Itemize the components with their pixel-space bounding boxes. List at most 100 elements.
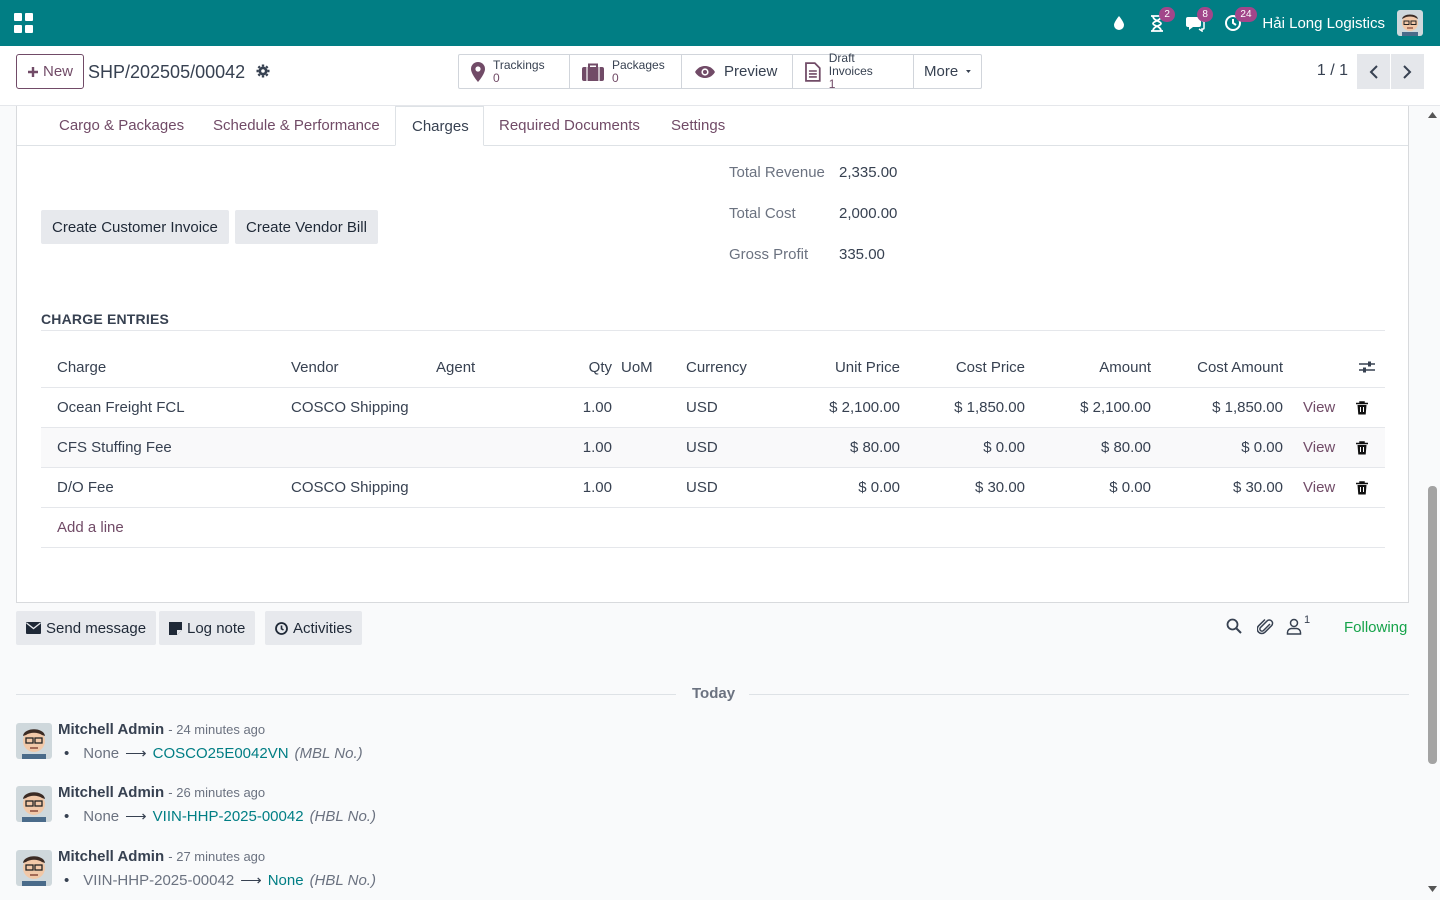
- cell-qty[interactable]: 1.00: [582, 479, 612, 496]
- cell-vendor[interactable]: COSCO Shipping: [291, 399, 409, 416]
- trackings-smart-button[interactable]: Trackings 0: [459, 55, 570, 88]
- followers-icon[interactable]: [1286, 618, 1302, 639]
- cell-amount[interactable]: $ 0.00: [1109, 479, 1151, 496]
- col-cost-amount[interactable]: Cost Amount: [1197, 358, 1283, 376]
- cell-unit-price[interactable]: $ 2,100.00: [829, 399, 900, 416]
- field-name: (HBL No.): [309, 807, 376, 825]
- company-switcher[interactable]: Hải Long Logistics: [1262, 14, 1385, 32]
- new-button[interactable]: New: [16, 54, 85, 89]
- caret-down-icon: [966, 69, 971, 74]
- apps-menu-icon[interactable]: [14, 13, 34, 33]
- draft-invoices-label: Draft Invoices: [828, 51, 873, 78]
- pager-value[interactable]: 1 / 1: [1316, 62, 1348, 79]
- author-name[interactable]: Mitchell Admin: [58, 721, 165, 738]
- packages-count: 0: [612, 70, 619, 85]
- pager-next-button[interactable]: [1391, 54, 1424, 89]
- table-row[interactable]: D/O Fee COSCO Shipping 1.00 USD $ 0.00 $…: [41, 468, 1385, 508]
- paperclip-icon[interactable]: [1256, 618, 1275, 640]
- add-line-link[interactable]: Add a line: [57, 519, 124, 536]
- cell-cost-price[interactable]: $ 0.00: [983, 439, 1025, 456]
- user-avatar[interactable]: [1397, 10, 1423, 36]
- trash-icon[interactable]: [1356, 468, 1368, 507]
- avatar[interactable]: [16, 850, 52, 886]
- clock-icon[interactable]: 24: [1218, 0, 1257, 46]
- tab-cargo-packages[interactable]: Cargo & Packages: [59, 117, 185, 134]
- cell-charge[interactable]: CFS Stuffing Fee: [57, 439, 172, 456]
- total-revenue-value: 2,335.00: [839, 164, 898, 181]
- following-button[interactable]: Following: [1344, 619, 1408, 636]
- table-row[interactable]: CFS Stuffing Fee 1.00 USD $ 80.00 $ 0.00…: [41, 428, 1385, 468]
- scrollbar-thumb[interactable]: [1428, 486, 1437, 764]
- message-author: Mitchell Admin - 24 minutes ago: [58, 721, 265, 738]
- log-note-button[interactable]: Log note: [159, 611, 256, 645]
- cell-cost-price[interactable]: $ 1,850.00: [954, 399, 1025, 416]
- col-currency[interactable]: Currency: [686, 358, 747, 376]
- cell-vendor[interactable]: COSCO Shipping: [291, 479, 409, 496]
- debug-icon[interactable]: [1104, 0, 1134, 46]
- activity-hourglass-icon[interactable]: 2: [1142, 0, 1175, 46]
- cell-unit-price[interactable]: $ 80.00: [849, 439, 900, 456]
- date-divider-right: [749, 694, 1409, 695]
- cell-cost-amount[interactable]: $ 1,850.00: [1212, 399, 1283, 416]
- avatar[interactable]: [16, 723, 52, 759]
- cell-unit-price[interactable]: $ 0.00: [858, 479, 900, 496]
- control-panel: New SHP/202505/00042 Trackings 0 Packages…: [0, 46, 1440, 106]
- cell-amount[interactable]: $ 2,100.00: [1080, 399, 1151, 416]
- page-scrollbar[interactable]: [1425, 106, 1440, 900]
- col-qty[interactable]: Qty: [588, 358, 612, 376]
- cell-qty[interactable]: 1.00: [582, 399, 612, 416]
- new-value: COSCO25E0042VN: [152, 744, 289, 762]
- send-message-button[interactable]: Send message: [16, 611, 157, 645]
- packages-smart-button[interactable]: Packages 0: [570, 55, 682, 88]
- cell-charge[interactable]: D/O Fee: [57, 479, 114, 496]
- cell-amount[interactable]: $ 80.00: [1100, 439, 1151, 456]
- author-name[interactable]: Mitchell Admin: [58, 848, 165, 865]
- create-vendor-bill-button[interactable]: Create Vendor Bill: [235, 210, 378, 244]
- tab-schedule-performance[interactable]: Schedule & Performance: [213, 117, 380, 134]
- pager-previous-button[interactable]: [1357, 54, 1390, 89]
- cell-charge[interactable]: Ocean Freight FCL: [57, 399, 185, 416]
- view-button[interactable]: View: [1303, 399, 1336, 416]
- cell-currency[interactable]: USD: [686, 479, 718, 496]
- create-customer-invoice-button[interactable]: Create Customer Invoice: [41, 210, 229, 244]
- total-cost-label: Total Cost: [729, 205, 796, 222]
- search-icon[interactable]: [1226, 618, 1242, 638]
- scroll-down-icon: [1428, 886, 1437, 892]
- cell-qty[interactable]: 1.00: [582, 439, 612, 456]
- col-cost-price[interactable]: Cost Price: [955, 358, 1025, 376]
- more-label: More: [924, 63, 959, 80]
- view-button[interactable]: View: [1303, 479, 1336, 496]
- cell-currency[interactable]: USD: [686, 399, 718, 416]
- cell-currency[interactable]: USD: [686, 439, 718, 456]
- optional-columns-toggle[interactable]: [1359, 347, 1375, 387]
- tracking-change: • None ⟶ COSCO25E0042VN (MBL No.): [64, 744, 363, 763]
- cell-cost-price[interactable]: $ 30.00: [974, 479, 1025, 496]
- author-name[interactable]: Mitchell Admin: [58, 784, 165, 801]
- trash-icon[interactable]: [1356, 428, 1368, 467]
- map-pin-icon: [471, 61, 485, 82]
- view-button[interactable]: View: [1303, 439, 1336, 456]
- table-row[interactable]: Ocean Freight FCL COSCO Shipping 1.00 US…: [41, 388, 1385, 428]
- cell-cost-amount[interactable]: $ 30.00: [1232, 479, 1283, 496]
- messages-icon[interactable]: 8: [1180, 0, 1213, 46]
- col-unit-price[interactable]: Unit Price: [834, 358, 900, 376]
- date-separator: Today: [692, 685, 736, 702]
- activities-button[interactable]: Activities: [265, 611, 363, 645]
- gear-icon[interactable]: [256, 64, 270, 82]
- cell-cost-amount[interactable]: $ 0.00: [1241, 439, 1283, 456]
- col-agent[interactable]: Agent: [436, 358, 476, 376]
- tab-settings[interactable]: Settings: [671, 117, 726, 134]
- draft-invoices-smart-button[interactable]: Draft Invoices 1: [793, 51, 914, 91]
- col-charge[interactable]: Charge: [57, 358, 107, 376]
- clock-icon: [275, 621, 288, 635]
- tab-required-documents[interactable]: Required Documents: [499, 117, 640, 134]
- col-uom[interactable]: UoM: [621, 358, 653, 376]
- more-dropdown[interactable]: More: [914, 55, 981, 88]
- tab-charges[interactable]: Charges: [395, 106, 484, 146]
- scroll-up-icon: [1428, 112, 1437, 118]
- col-amount[interactable]: Amount: [1099, 358, 1151, 376]
- preview-smart-button[interactable]: Preview: [682, 55, 793, 88]
- avatar[interactable]: [16, 786, 52, 822]
- col-vendor[interactable]: Vendor: [291, 358, 339, 376]
- trash-icon[interactable]: [1356, 388, 1368, 427]
